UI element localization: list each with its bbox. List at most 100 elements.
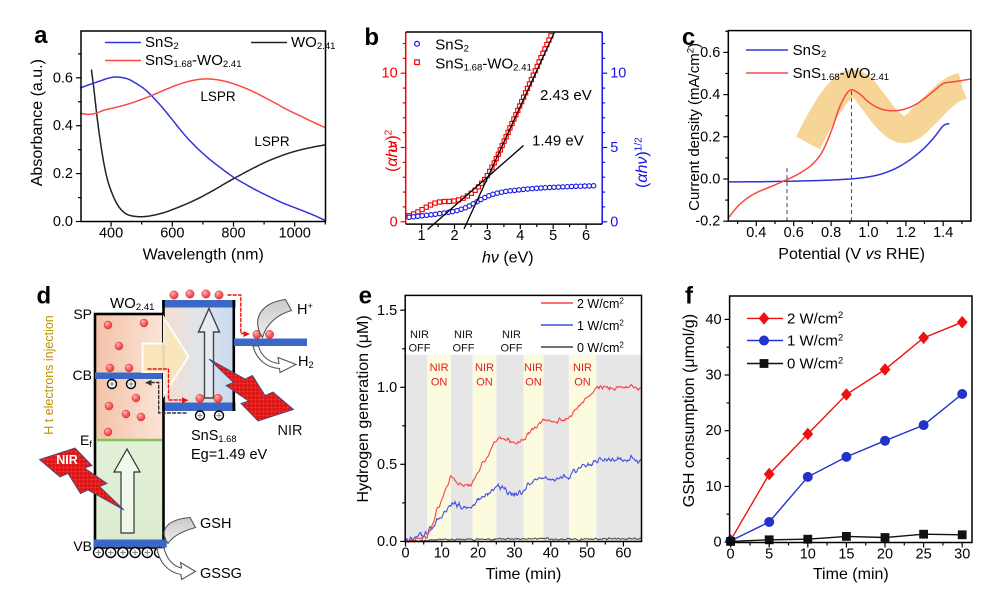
svg-text:1000: 1000	[279, 226, 311, 242]
svg-text:H2: H2	[298, 354, 314, 370]
svg-text:1 W/cm2: 1 W/cm2	[577, 319, 624, 333]
svg-text:0.4: 0.4	[700, 87, 720, 103]
svg-text:WO2.41: WO2.41	[110, 295, 155, 313]
svg-text:H t electrons injection: H t electrons injection	[42, 315, 56, 435]
svg-text:a: a	[34, 22, 48, 49]
svg-text:GSH consumption (μmol/g): GSH consumption (μmol/g)	[681, 314, 698, 507]
svg-text:6: 6	[582, 228, 590, 244]
svg-text:-0.2: -0.2	[695, 214, 720, 230]
svg-text:30: 30	[506, 546, 522, 562]
svg-text:NIR: NIR	[573, 362, 592, 374]
svg-text:10: 10	[610, 66, 626, 82]
svg-text:NIR: NIR	[410, 329, 429, 341]
svg-text:0.8: 0.8	[821, 225, 841, 241]
svg-text:25: 25	[916, 547, 932, 563]
svg-text:Ef: Ef	[80, 432, 92, 449]
svg-text:30: 30	[954, 547, 970, 563]
svg-text:0.6: 0.6	[700, 45, 720, 61]
svg-text:ON: ON	[574, 376, 591, 388]
svg-text:600: 600	[160, 226, 184, 242]
svg-text:CB: CB	[73, 367, 92, 383]
svg-text:40: 40	[543, 546, 559, 562]
svg-text:10: 10	[800, 547, 816, 563]
svg-text:(αhν)2: (αhν)2	[383, 129, 401, 172]
svg-text:400: 400	[99, 226, 123, 242]
svg-text:NIR: NIR	[502, 329, 521, 341]
svg-text:GSSG: GSSG	[200, 566, 242, 582]
svg-text:ON: ON	[525, 376, 542, 388]
svg-text:e: e	[359, 282, 372, 309]
svg-text:1 W/cm2: 1 W/cm2	[787, 332, 843, 349]
svg-text:SnS2: SnS2	[793, 42, 827, 60]
svg-text:10: 10	[434, 546, 450, 562]
svg-text:SP: SP	[73, 306, 92, 322]
svg-text:NIR: NIR	[454, 329, 473, 341]
svg-text:40: 40	[705, 312, 721, 328]
svg-text:SnS1.68: SnS1.68	[191, 428, 237, 444]
svg-text:OFF: OFF	[409, 343, 431, 355]
svg-text:Time (min): Time (min)	[485, 566, 561, 583]
svg-text:GSH: GSH	[200, 516, 231, 532]
svg-text:0.6: 0.6	[53, 70, 73, 86]
svg-text:WO2.41: WO2.41	[291, 34, 336, 52]
svg-text:1.4: 1.4	[933, 225, 953, 241]
svg-text:0.6: 0.6	[784, 225, 804, 241]
svg-text:60: 60	[615, 546, 631, 562]
svg-text:0: 0	[390, 214, 398, 230]
svg-text:0 W/cm2: 0 W/cm2	[787, 355, 843, 372]
svg-text:4: 4	[516, 228, 524, 244]
svg-text:SnS1.68-WO2.41: SnS1.68-WO2.41	[435, 55, 532, 73]
svg-text:1.0: 1.0	[858, 225, 878, 241]
svg-text:0: 0	[401, 546, 409, 562]
svg-text:OFF: OFF	[501, 343, 523, 355]
svg-text:1.0: 1.0	[377, 380, 397, 396]
svg-text:30: 30	[705, 368, 721, 384]
svg-text:1.49 eV: 1.49 eV	[532, 133, 584, 150]
svg-text:VB: VB	[73, 538, 92, 554]
svg-text:0.2: 0.2	[700, 129, 720, 145]
svg-text:NIR: NIR	[475, 362, 494, 374]
svg-text:ON: ON	[476, 376, 493, 388]
svg-text:(αhν)1/2: (αhν)1/2	[633, 137, 651, 188]
svg-text:d: d	[36, 283, 51, 310]
svg-text:b: b	[364, 24, 379, 51]
svg-text:20: 20	[470, 546, 486, 562]
svg-text:50: 50	[579, 546, 595, 562]
svg-text:2.43 eV: 2.43 eV	[540, 87, 592, 104]
svg-text:Wavelength (nm): Wavelength (nm)	[143, 247, 264, 264]
svg-text:15: 15	[838, 547, 854, 563]
svg-text:Potential (V vs RHE): Potential (V vs RHE)	[778, 246, 925, 263]
svg-text:c: c	[682, 24, 695, 51]
svg-text:LSPR: LSPR	[200, 89, 236, 104]
svg-text:2 W/cm2: 2 W/cm2	[577, 297, 624, 311]
svg-text:LSPR: LSPR	[254, 134, 290, 149]
svg-text:0: 0	[714, 535, 722, 551]
svg-text:f: f	[685, 282, 694, 309]
svg-text:0.0: 0.0	[53, 214, 73, 230]
svg-text:OFF: OFF	[453, 343, 475, 355]
svg-text:SnS1.68-WO2.41: SnS1.68-WO2.41	[793, 65, 890, 83]
svg-text:2: 2	[450, 228, 458, 244]
svg-text:0.4: 0.4	[746, 225, 766, 241]
svg-text:20: 20	[877, 547, 893, 563]
svg-text:1: 1	[418, 228, 426, 244]
svg-text:ON: ON	[431, 376, 448, 388]
svg-text:0.0: 0.0	[700, 172, 720, 188]
svg-text:5: 5	[610, 140, 618, 156]
svg-text:0.2: 0.2	[53, 166, 73, 182]
svg-text:NIR: NIR	[56, 453, 78, 467]
svg-text:10: 10	[705, 479, 721, 495]
svg-text:NIR: NIR	[430, 362, 449, 374]
svg-text:Eg=1.49 eV: Eg=1.49 eV	[191, 447, 268, 463]
svg-text:H+: H+	[297, 301, 313, 318]
svg-text:NIR: NIR	[524, 362, 543, 374]
svg-text:Absorbance (a.u.): Absorbance (a.u.)	[29, 59, 46, 186]
svg-text:SnS2: SnS2	[145, 34, 179, 52]
svg-text:Hydrogen generation (μM): Hydrogen generation (μM)	[355, 315, 372, 502]
svg-text:0.4: 0.4	[53, 118, 73, 134]
svg-text:5: 5	[549, 228, 557, 244]
svg-text:0.5: 0.5	[377, 457, 397, 473]
svg-text:3: 3	[483, 228, 491, 244]
svg-text:20: 20	[705, 423, 721, 439]
svg-text:800: 800	[221, 226, 245, 242]
